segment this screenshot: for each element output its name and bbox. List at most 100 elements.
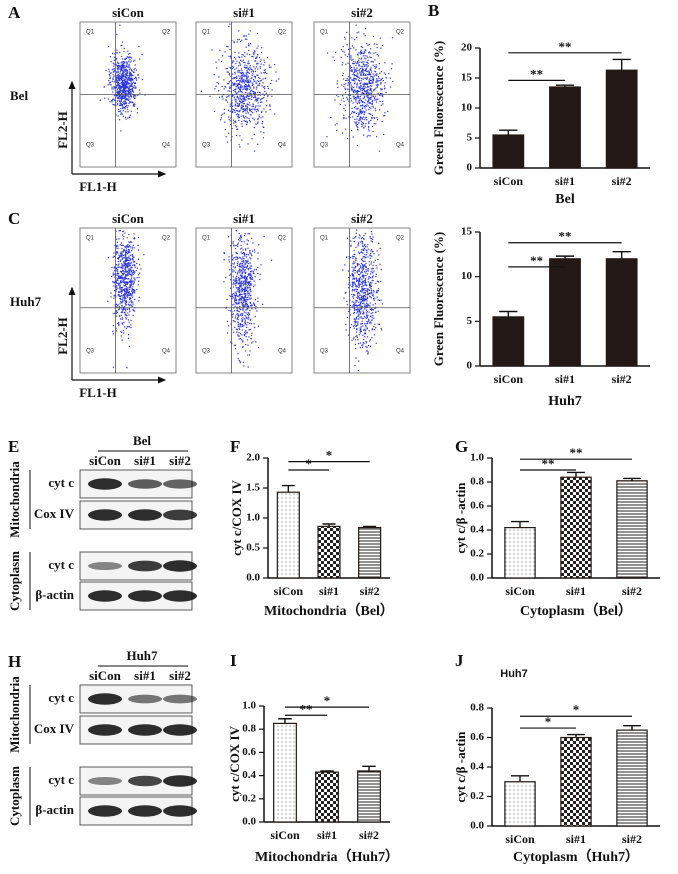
event-dot [137, 94, 139, 96]
event-dot [251, 111, 253, 113]
event-dot [336, 80, 338, 82]
event-dot [223, 253, 225, 255]
event-dot [357, 323, 359, 325]
event-dot [355, 97, 357, 99]
event-dot [358, 270, 360, 272]
event-dot [117, 82, 119, 84]
event-dot [261, 47, 263, 49]
event-dot [342, 50, 344, 52]
event-dot [363, 82, 365, 84]
event-dot [372, 267, 374, 270]
event-dot [238, 332, 240, 334]
event-dot [366, 311, 368, 313]
event-dot [364, 35, 366, 37]
event-dot [367, 293, 369, 295]
event-dot [355, 246, 357, 248]
event-dot [117, 252, 119, 254]
event-dot [130, 300, 132, 302]
event-dot [129, 284, 131, 286]
event-dot [238, 79, 240, 81]
event-dot [232, 66, 235, 68]
event-dot [122, 277, 124, 279]
event-dot [357, 264, 359, 266]
event-dot [352, 282, 354, 284]
event-dot [372, 106, 374, 108]
event-dot [355, 106, 357, 108]
event-dot [375, 282, 377, 285]
event-dot [369, 277, 371, 279]
event-dot [119, 260, 121, 262]
event-dot [251, 332, 253, 334]
event-dot [252, 91, 254, 93]
event-dot [361, 346, 364, 348]
event-dot [236, 79, 238, 81]
event-dot [234, 111, 236, 113]
event-dot [117, 304, 119, 306]
event-dot [228, 55, 230, 57]
event-dot [126, 87, 128, 89]
event-dot [232, 89, 234, 91]
lane-label: siCon [89, 453, 122, 468]
event-dot [119, 82, 121, 84]
event-dot [130, 324, 132, 326]
event-dot [254, 60, 256, 62]
event-dot [243, 311, 245, 313]
event-dot [351, 293, 353, 296]
event-dot [227, 325, 230, 327]
event-dot [358, 87, 360, 90]
event-dot [124, 87, 126, 89]
bar [560, 736, 592, 827]
event-dot [124, 308, 126, 310]
event-dot [377, 281, 379, 283]
event-dot [374, 99, 376, 101]
event-dot [260, 131, 262, 133]
event-dot [238, 71, 240, 73]
event-dot [134, 85, 136, 87]
event-dot [126, 245, 128, 247]
event-dot [355, 78, 357, 80]
event-dot [119, 284, 121, 286]
event-dot [362, 341, 364, 344]
event-dot [141, 78, 143, 81]
event-dot [246, 122, 248, 124]
event-dot [126, 270, 128, 272]
event-dot [112, 77, 114, 79]
event-dot [246, 339, 249, 341]
event-dot [362, 266, 364, 268]
event-dot [364, 304, 366, 306]
event-dot [139, 272, 141, 274]
event-dot [124, 103, 126, 105]
event-dot [129, 309, 131, 311]
event-dot [366, 61, 368, 63]
event-dot [371, 282, 373, 284]
event-dot [246, 303, 248, 306]
event-dot [244, 96, 246, 98]
event-dot [252, 70, 254, 72]
quadrant-label: Q3 [202, 143, 211, 149]
event-dot [122, 107, 124, 109]
event-dot [236, 253, 238, 255]
event-dot [239, 278, 241, 280]
event-dot [241, 291, 243, 293]
event-dot [123, 90, 126, 92]
event-dot [245, 336, 247, 338]
bar [492, 134, 525, 169]
event-dot [364, 102, 366, 104]
event-dot [114, 99, 116, 101]
event-dot [126, 291, 128, 293]
event-dot [236, 128, 238, 130]
event-dot [129, 61, 131, 63]
event-dot [236, 317, 238, 319]
significance-label: ** [559, 229, 572, 244]
event-dot [139, 264, 141, 266]
event-dot [356, 309, 358, 311]
event-dot [362, 285, 364, 287]
event-dot [118, 111, 120, 113]
event-dot [131, 88, 133, 90]
event-dot [232, 78, 234, 80]
event-dot [232, 316, 234, 318]
event-dot [124, 312, 126, 314]
event-dot [242, 95, 244, 97]
event-dot [346, 79, 348, 81]
event-dot [254, 299, 256, 301]
